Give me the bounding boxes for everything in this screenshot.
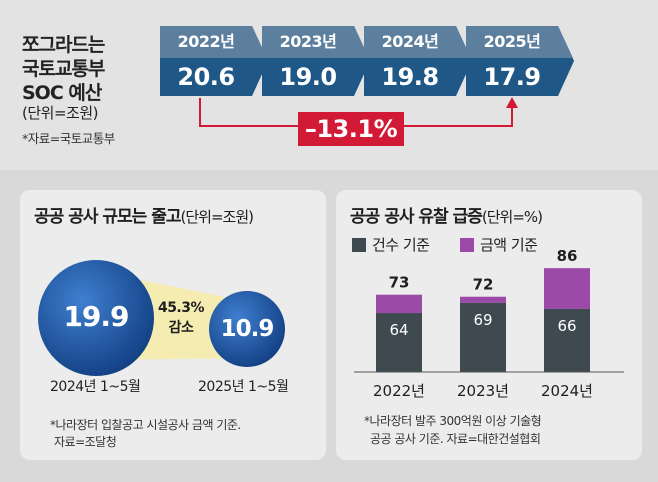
legend-swatch-amount — [460, 237, 474, 252]
budget-arrow-2022: 2022년 20.6 — [160, 26, 270, 96]
budget-arrow-2024: 2024년 19.8 — [364, 26, 474, 96]
bar-count-0 — [376, 313, 422, 372]
panel-title: 공공 공사 규모는 줄고(단위=조원) — [34, 202, 254, 227]
budget-year: 2023년 — [262, 26, 354, 58]
bubble-chart — [38, 260, 285, 376]
budget-arrow-2025: 2025년 17.9 — [466, 26, 576, 96]
decline-label: 45.3% 감소 — [151, 298, 211, 338]
source-label: *자료=국토교통부 — [22, 131, 115, 146]
change-arrow-head — [506, 97, 518, 108]
x-tick-label-2: 2024년 — [541, 382, 593, 400]
section-title-line-1: 쪼그라드는 — [22, 34, 105, 56]
bar-count-label-2: 66 — [557, 317, 576, 335]
note-line-1: *나라장터 입찰공고 시설공사 금액 기준. — [50, 418, 241, 432]
legend-swatch-count — [352, 237, 366, 252]
panel-title-text: 공공 공사 규모는 줄고 — [34, 207, 182, 227]
change-percent: –13.1% — [298, 112, 404, 146]
budget-year: 2024년 — [364, 26, 456, 58]
section-title-line-2: 국토교통부 — [22, 58, 105, 80]
bid-failure-bar-chart: 64 73 2022년 69 72 2023년 66 86 2024년 — [354, 247, 624, 400]
panel-title-unit: (단위=조원) — [180, 208, 254, 226]
bubble-value-2025: 10.9 — [220, 316, 275, 342]
unit-label: (단위=조원) — [22, 104, 98, 122]
legend-label-count: 건수 기준 — [372, 236, 430, 254]
budget-arrow-2023: 2023년 19.0 — [262, 26, 372, 96]
bar-amount-0 — [376, 294, 422, 314]
note-line-2: 공공 공사 기준. 자료=대한건설협회 — [370, 432, 541, 446]
budget-value: 20.6 — [160, 58, 252, 96]
budget-value: 17.9 — [466, 58, 558, 96]
x-tick-label-0: 2022년 — [373, 382, 425, 400]
bubble-2025 — [209, 291, 285, 367]
bar-count-2 — [544, 308, 590, 372]
bar-amount-2 — [544, 268, 590, 309]
panel-title-text: 공공 공사 유찰 급증 — [350, 207, 483, 227]
budget-value: 19.0 — [262, 58, 354, 96]
soc-budget-section: 쪼그라드는 국토교통부 SOC 예산 (단위=조원) *자료=국토교통부 202… — [0, 0, 658, 170]
note-line-1: *나라장터 발주 300억원 이상 기술형 — [364, 414, 542, 428]
legend-count: 건수 기준 — [352, 234, 430, 255]
panel-title-unit: (단위=%) — [481, 208, 543, 226]
bubble-2024 — [38, 260, 154, 376]
x-tick-label-1: 2023년 — [457, 382, 509, 400]
decline-word: 감소 — [168, 320, 194, 336]
decline-percent: 45.3% — [157, 300, 205, 316]
bar-count-label-1: 69 — [473, 311, 492, 329]
bar-amount-label-2: 86 — [557, 247, 578, 265]
budget-year: 2025년 — [466, 26, 558, 58]
contract-size-panel: 공공 공사 규모는 줄고(단위=조원) 19.9 10.9 45.3% 감소 2… — [20, 190, 326, 460]
arrow-tip-top — [558, 26, 573, 58]
bar-amount-label-0: 73 — [389, 274, 410, 292]
bid-failure-panel: 공공 공사 유찰 급증(단위=%) 건수 기준 금액 기준 64 73 2022년 6… — [336, 190, 642, 460]
bar-amount-label-1: 72 — [473, 276, 494, 294]
bar-amount-1 — [460, 296, 506, 303]
legend-amount: 금액 기준 — [460, 234, 538, 255]
legend-label-amount: 금액 기준 — [480, 236, 538, 254]
bubble-label-2025: 2025년 1~5월 — [198, 379, 289, 395]
bubble-value-2024: 19.9 — [63, 300, 129, 333]
budget-value: 19.8 — [364, 58, 456, 96]
bubble-label-2024: 2024년 1~5월 — [50, 379, 141, 395]
panel-title: 공공 공사 유찰 급증(단위=%) — [350, 202, 543, 227]
section-title-line-3: SOC 예산 — [22, 82, 102, 104]
bar-count-1 — [460, 302, 506, 372]
note-line-2: 자료=조달청 — [54, 435, 117, 449]
budget-year: 2022년 — [160, 26, 252, 58]
bar-count-label-0: 64 — [389, 321, 408, 339]
